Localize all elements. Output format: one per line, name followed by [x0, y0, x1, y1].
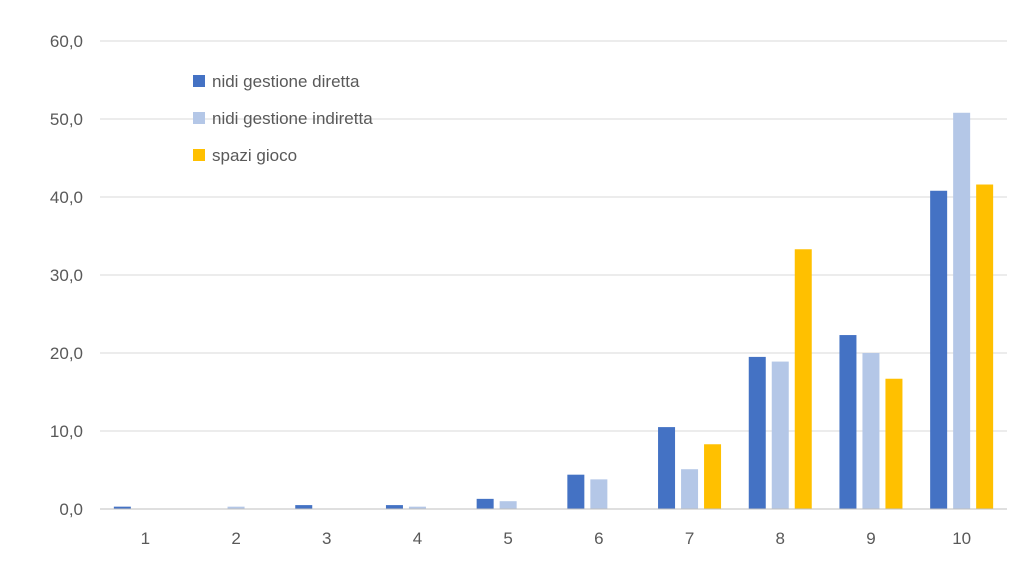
x-tick-label: 7	[685, 529, 694, 548]
legend-swatch	[193, 112, 205, 124]
bar-1-3	[295, 505, 313, 509]
y-tick-label: 60,0	[50, 32, 83, 51]
bar-3-7	[704, 444, 722, 509]
y-axis-tick-labels: 0,0 10,0 20,0 30,0 40,0 50,0 60,0	[50, 32, 83, 519]
bars	[113, 112, 994, 509]
bar-2-6	[590, 479, 608, 509]
bar-1-7	[658, 427, 676, 509]
bar-2-10	[953, 112, 971, 509]
bar-2-8	[771, 361, 789, 509]
bar-1-9	[839, 335, 857, 509]
x-tick-label: 6	[594, 529, 603, 548]
legend-label: spazi gioco	[212, 146, 297, 165]
y-tick-label: 50,0	[50, 110, 83, 129]
legend-label: nidi gestione diretta	[212, 72, 360, 91]
x-tick-label: 5	[503, 529, 512, 548]
y-tick-label: 10,0	[50, 422, 83, 441]
x-tick-label: 8	[776, 529, 785, 548]
bar-1-6	[567, 474, 585, 509]
bar-3-8	[794, 249, 812, 509]
x-tick-label: 3	[322, 529, 331, 548]
bar-2-7	[681, 469, 699, 509]
y-tick-label: 20,0	[50, 344, 83, 363]
bar-2-4	[408, 506, 426, 509]
bar-3-10	[976, 184, 994, 509]
legend-label: nidi gestione indiretta	[212, 109, 373, 128]
bar-1-5	[476, 498, 494, 509]
x-tick-label: 10	[952, 529, 971, 548]
bar-1-10	[930, 190, 948, 509]
bar-2-9	[862, 353, 880, 509]
x-axis-tick-labels: 1 2 3 4 5 6 7 8 9 10	[141, 529, 971, 548]
x-tick-label: 2	[231, 529, 240, 548]
legend-swatch	[193, 75, 205, 87]
x-tick-label: 9	[866, 529, 875, 548]
x-tick-label: 4	[413, 529, 422, 548]
y-tick-label: 0,0	[59, 500, 83, 519]
x-tick-label: 1	[141, 529, 150, 548]
bar-2-5	[499, 501, 517, 509]
bar-1-4	[385, 505, 403, 509]
bar-2-2	[227, 506, 245, 509]
bar-1-8	[748, 356, 766, 509]
bar-1-1	[113, 506, 131, 509]
bar-3-9	[885, 378, 903, 509]
legend-swatch	[193, 149, 205, 161]
y-tick-label: 30,0	[50, 266, 83, 285]
legend: nidi gestione diretta nidi gestione indir…	[193, 72, 373, 165]
y-tick-label: 40,0	[50, 188, 83, 207]
